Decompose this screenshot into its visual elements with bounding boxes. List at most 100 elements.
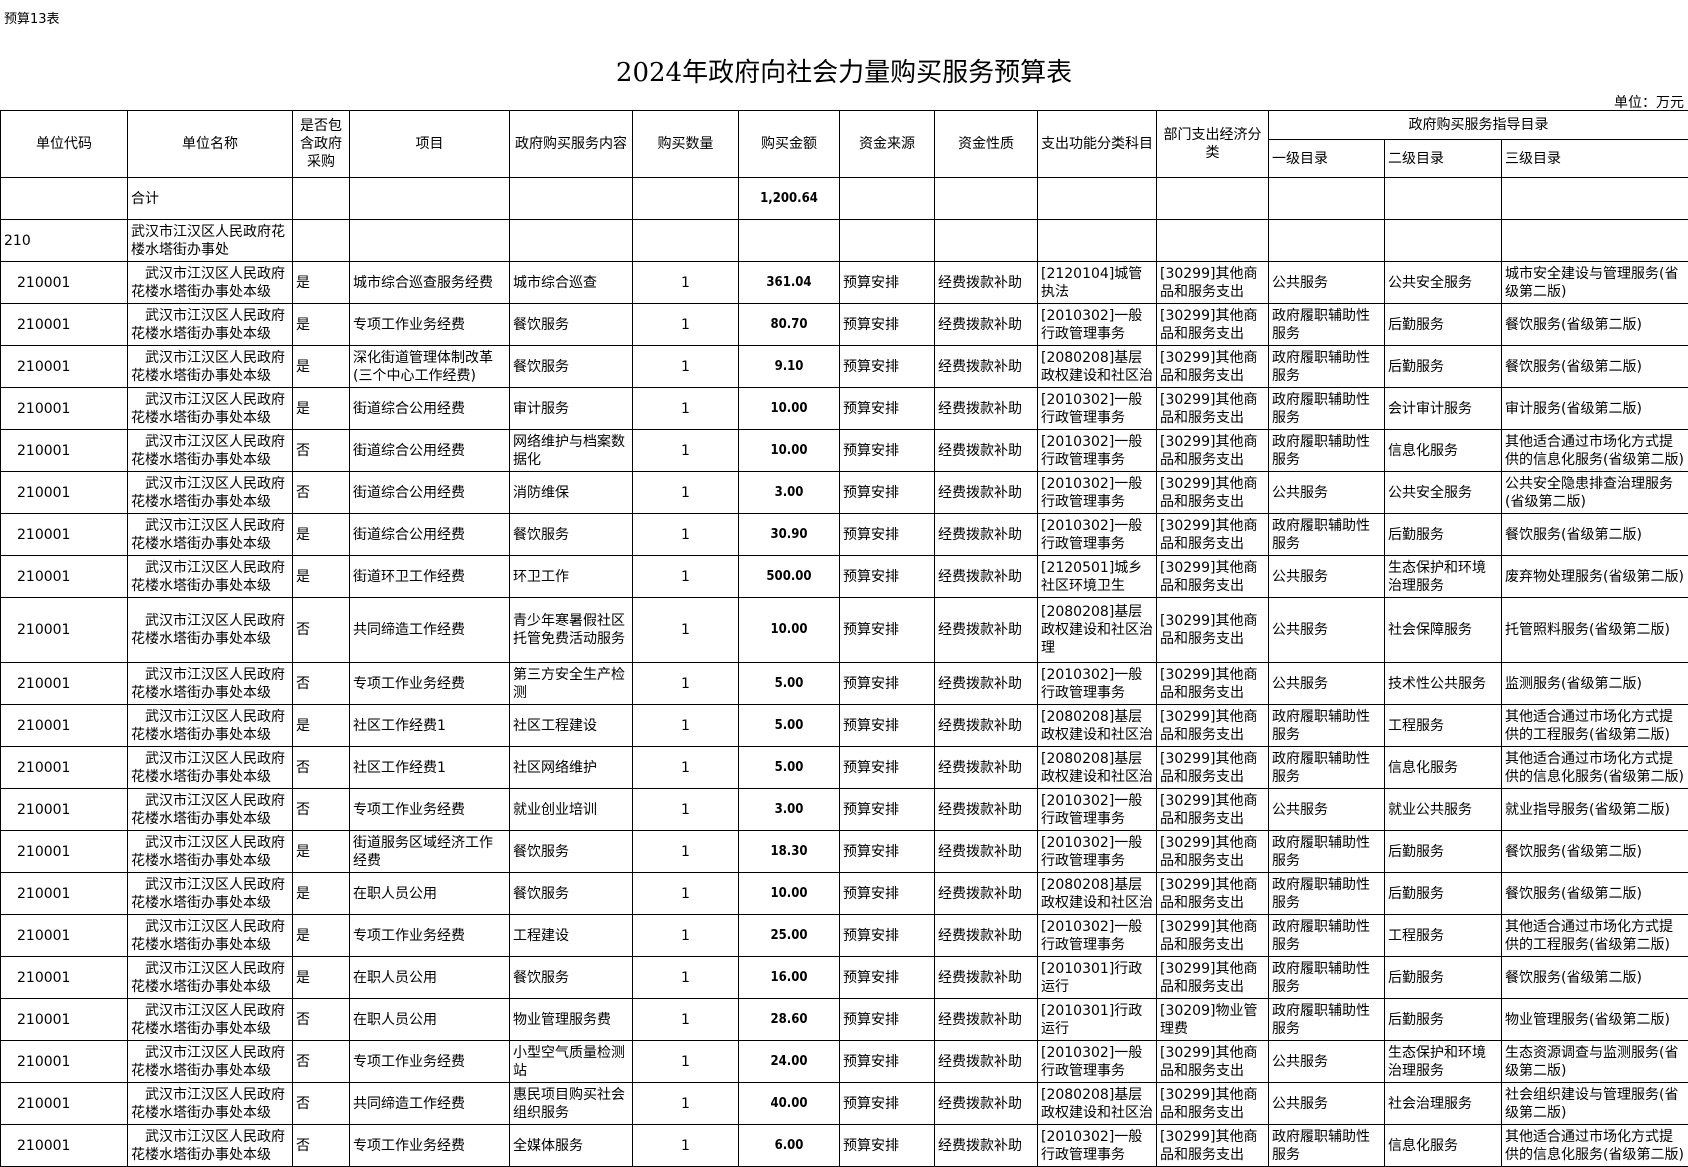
- cell-econ-class: [30299]其他商品和服务支出: [1156, 387, 1269, 430]
- header-level1: 一级目录: [1268, 139, 1385, 178]
- cell-unit-name: 武汉市江汉区人民政府花楼水塔街办事处本级: [127, 471, 293, 514]
- cell-gov-proc: 否: [292, 998, 350, 1041]
- cell-code: 210001: [0, 387, 128, 430]
- cell-qty: 1: [632, 1124, 739, 1167]
- cell-econ-class: [30299]其他商品和服务支出: [1156, 746, 1269, 789]
- cell-fund-nature: 经费拨款补助: [934, 662, 1038, 705]
- cell-func-class: [2010302]一般行政管理事务: [1037, 471, 1157, 514]
- cell-code: 210001: [0, 914, 128, 957]
- cell-level3: 废弃物处理服务(省级第二版): [1501, 555, 1688, 598]
- cell-fund-source: 预算安排: [839, 788, 935, 831]
- cell-unit-name: 武汉市江汉区人民政府花楼水塔街办事处本级: [127, 429, 293, 472]
- cell-fund-source: 预算安排: [839, 387, 935, 430]
- cell-level1: 公共服务: [1268, 1040, 1385, 1083]
- cell-fund-nature: 经费拨款补助: [934, 555, 1038, 598]
- cell-unit-name: 武汉市江汉区人民政府花楼水塔街办事处本级: [127, 704, 293, 747]
- cell-code: 210001: [0, 471, 128, 514]
- header-level2: 二级目录: [1384, 139, 1502, 178]
- cell-func-class: [2080208]基层政权建设和社区治理: [1037, 1082, 1157, 1125]
- cell-amount: 24.00: [738, 1040, 840, 1083]
- cell-func-class: [2120104]城管执法: [1037, 261, 1157, 304]
- cell-econ-class: [30299]其他商品和服务支出: [1156, 872, 1269, 915]
- cell-amount: 80.70: [738, 303, 840, 346]
- table-row: 210001 武汉市江汉区人民政府花楼水塔街办事处本级否共同缔造工作经费 青少年寒暑…: [0, 597, 1688, 663]
- cell-level1: 政府履职辅助性服务: [1268, 956, 1385, 999]
- cell-fund-source: 预算安排: [839, 261, 935, 304]
- cell-level1: 政府履职辅助性服务: [1268, 345, 1385, 388]
- cell-project: 专项工作业务经费: [349, 788, 510, 831]
- cell-content: 环卫工作: [509, 555, 633, 598]
- header-econ-class: 部门支出经济分类: [1156, 110, 1269, 178]
- cell-econ-class: [30299]其他商品和服务支出: [1156, 429, 1269, 472]
- total-amount: 1,200.64: [738, 177, 840, 220]
- cell-econ-class: [30209]物业管理费: [1156, 998, 1269, 1041]
- cell-qty: 1: [632, 956, 739, 999]
- cell-level1: 政府履职辅助性服务: [1268, 914, 1385, 957]
- cell-gov-proc: 是: [292, 914, 350, 957]
- cell-code: 210001: [0, 662, 128, 705]
- table-row: 210001 武汉市江汉区人民政府花楼水塔街办事处本级否街道综合公用经费 网络维护与…: [0, 429, 1688, 472]
- cell-fund-nature: 经费拨款补助: [934, 429, 1038, 472]
- cell-gov-proc: 是: [292, 956, 350, 999]
- cell-code: 210001: [0, 555, 128, 598]
- cell-unit-name: 武汉市江汉区人民政府花楼水塔街办事处本级: [127, 597, 293, 663]
- budget-table: 单位代码 单位名称 是否包含政府采购 项目 政府购买服务内容 购买数量 购买金额…: [0, 110, 1688, 1167]
- cell-code: 210001: [0, 345, 128, 388]
- cell-level3: 公共安全隐患排查治理服务(省级第二版): [1501, 471, 1688, 514]
- cell-code: 210001: [0, 513, 128, 556]
- cell-amount: 6.00: [738, 1124, 840, 1167]
- cell-content: 城市综合巡查: [509, 261, 633, 304]
- cell-gov-proc: 否: [292, 429, 350, 472]
- header-qty: 购买数量: [632, 110, 739, 178]
- cell-project: 街道环卫工作经费: [349, 555, 510, 598]
- cell-fund-source: 预算安排: [839, 914, 935, 957]
- cell-fund-nature: 经费拨款补助: [934, 345, 1038, 388]
- header-level3: 三级目录: [1501, 139, 1688, 178]
- cell-gov-proc: 否: [292, 1040, 350, 1083]
- cell-unit-name: 武汉市江汉区人民政府花楼水塔街办事处本级: [127, 956, 293, 999]
- cell-amount: 9.10: [738, 345, 840, 388]
- cell-project: 街道综合公用经费: [349, 513, 510, 556]
- cell-level2: 信息化服务: [1384, 1124, 1502, 1167]
- cell-fund-nature: 经费拨款补助: [934, 788, 1038, 831]
- cell-project: 专项工作业务经费: [349, 662, 510, 705]
- cell-code: 210001: [0, 1082, 128, 1125]
- cell-level1: 政府履职辅助性服务: [1268, 387, 1385, 430]
- table-row: 210001 武汉市江汉区人民政府花楼水塔街办事处本级是街道综合公用经费 审计服务 1…: [0, 387, 1688, 430]
- header-fund-source: 资金来源: [839, 110, 935, 178]
- cell-project: 共同缔造工作经费: [349, 597, 510, 663]
- cell-amount: 30.90: [738, 513, 840, 556]
- cell-fund-source: 预算安排: [839, 1124, 935, 1167]
- cell-level3: 餐饮服务(省级第二版): [1501, 513, 1688, 556]
- cell-qty: 1: [632, 345, 739, 388]
- cell-qty: 1: [632, 788, 739, 831]
- cell-func-class: [2010302]一般行政管理事务: [1037, 788, 1157, 831]
- cell-level2: 技术性公共服务: [1384, 662, 1502, 705]
- cell-code: 210001: [0, 597, 128, 663]
- cell-fund-nature: 经费拨款补助: [934, 998, 1038, 1041]
- cell-unit-name: 武汉市江汉区人民政府花楼水塔街办事处本级: [127, 662, 293, 705]
- page-title: 2024年政府向社会力量购买服务预算表: [615, 58, 1073, 88]
- cell-content: 社区工程建设: [509, 704, 633, 747]
- cell-amount: 10.00: [738, 872, 840, 915]
- cell-content: 消防维保: [509, 471, 633, 514]
- cell-fund-source: 预算安排: [839, 998, 935, 1041]
- cell-code: 210001: [0, 872, 128, 915]
- cell-level3: 其他适合通过市场化方式提供的工程服务(省级第二版): [1501, 914, 1688, 957]
- table-row: 210001 武汉市江汉区人民政府花楼水塔街办事处本级否共同缔造工作经费 惠民项目购…: [0, 1082, 1688, 1125]
- cell-level1: 政府履职辅助性服务: [1268, 998, 1385, 1041]
- cell-level2: 后勤服务: [1384, 345, 1502, 388]
- cell-level2: 后勤服务: [1384, 998, 1502, 1041]
- table-row: 210001 武汉市江汉区人民政府花楼水塔街办事处本级否专项工作业务经费 第三方安全…: [0, 662, 1688, 705]
- cell-level3: 监测服务(省级第二版): [1501, 662, 1688, 705]
- cell-level3: 审计服务(省级第二版): [1501, 387, 1688, 430]
- cell-fund-nature: 经费拨款补助: [934, 597, 1038, 663]
- cell-content: 餐饮服务: [509, 872, 633, 915]
- cell-gov-proc: 否: [292, 1124, 350, 1167]
- cell-amount: 18.30: [738, 830, 840, 873]
- cell-level1: 政府履职辅助性服务: [1268, 1124, 1385, 1167]
- cell-level1: 公共服务: [1268, 1082, 1385, 1125]
- cell-gov-proc: 是: [292, 345, 350, 388]
- cell-fund-source: 预算安排: [839, 471, 935, 514]
- cell-gov-proc: 是: [292, 704, 350, 747]
